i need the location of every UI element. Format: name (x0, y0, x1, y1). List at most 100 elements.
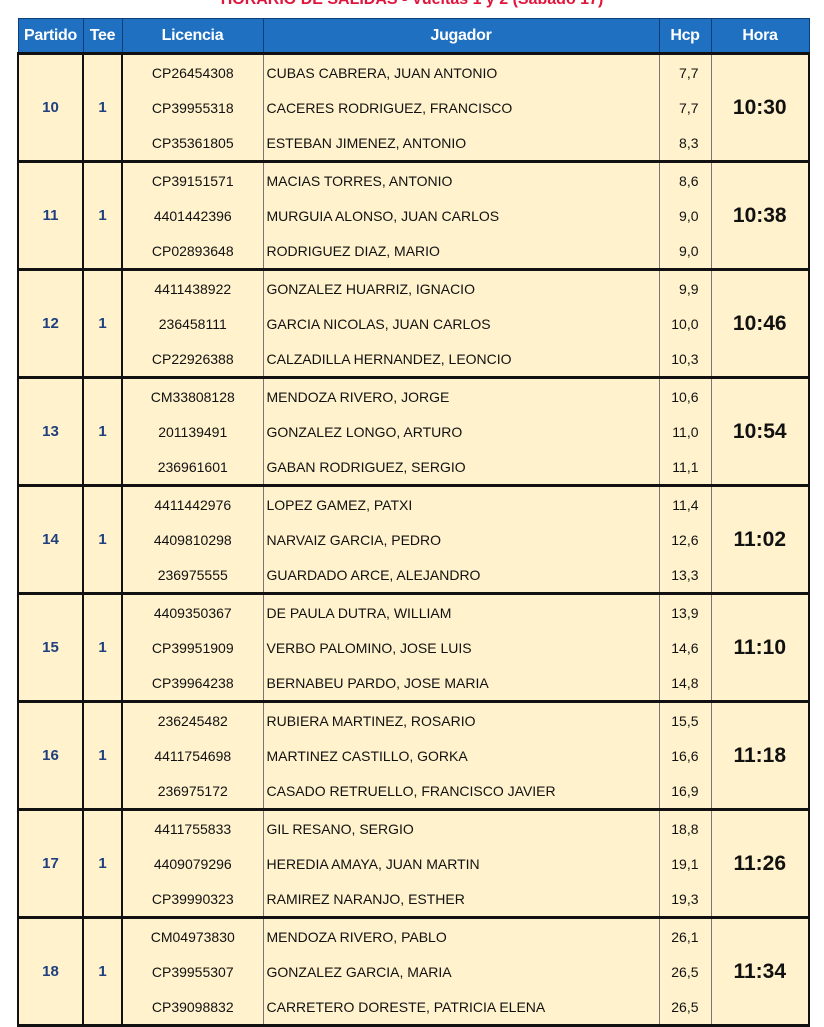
hora-cell: 10:38 (710, 160, 810, 271)
partido-number: 16 (17, 700, 84, 811)
hcp-cell: 11,4 (658, 484, 712, 522)
table-row: 4409079296 HEREDIA AMAYA, JUAN MARTIN 19,1 (18, 846, 809, 881)
hcp-cell: 9,0 (658, 198, 712, 233)
licencia-cell: 4401442396 (121, 198, 264, 233)
partido-number: 17 (17, 808, 84, 919)
hcp-cell: 26,5 (658, 954, 712, 989)
hcp-cell: 16,9 (658, 773, 712, 811)
licencia-cell: 4411438922 (121, 268, 264, 306)
table-row: CP02893648 RODRIGUEZ DIAZ, MARIO 9,0 (18, 233, 809, 271)
licencia-cell: CP02893648 (121, 233, 264, 271)
table-row: CP39098832 CARRETERO DORESTE, PATRICIA EL… (18, 989, 809, 1027)
jugador-cell: MURGUIA ALONSO, JUAN CARLOS (262, 198, 660, 233)
licencia-cell: 236975172 (121, 773, 264, 811)
licencia-cell: CP26454308 (121, 52, 264, 90)
header-partido: Partido (17, 18, 84, 55)
table-row: 236975555 GUARDADO ARCE, ALEJANDRO 13,3 (18, 557, 809, 595)
table-row: 11 1 CP39151571 MACIAS TORRES, ANTONIO 8,6 10… (17, 160, 810, 271)
header-jugador: Jugador (262, 18, 660, 55)
tee-times-table: Partido Tee Licencia Jugador Hcp Hora 10… (17, 18, 810, 1027)
table-row: 236975172 CASADO RETRUELLO, FRANCISCO JAV… (18, 773, 809, 811)
licencia-cell: 4411754698 (121, 738, 264, 773)
hcp-cell: 15,5 (658, 700, 712, 738)
partido-number: 11 (17, 160, 84, 271)
hora-cell: 11:18 (710, 700, 810, 811)
hora-cell: 11:02 (710, 484, 810, 595)
hcp-cell: 10,3 (658, 341, 712, 379)
hcp-cell: 9,9 (658, 268, 712, 306)
table-row: CP39955318 CACERES RODRIGUEZ, FRANCISCO 7,… (18, 90, 809, 125)
table-row: 201139491 GONZALEZ LONGO, ARTURO 11,0 (18, 414, 809, 449)
licencia-cell: CP39151571 (121, 160, 264, 198)
table-row: 14 1 4411442976 LOPEZ GAMEZ, PATXI 11,4 11:02 (17, 484, 810, 595)
jugador-cell: GONZALEZ LONGO, ARTURO (262, 414, 660, 449)
licencia-cell: 236961601 (121, 449, 264, 487)
jugador-cell: GUARDADO ARCE, ALEJANDRO (262, 557, 660, 595)
hora-cell: 10:30 (710, 52, 810, 163)
table-row: 236458111 GARCIA NICOLAS, JUAN CARLOS 10,0 (18, 306, 809, 341)
tee-number: 1 (82, 484, 123, 595)
hora-cell: 11:26 (710, 808, 810, 919)
licencia-cell: 4409079296 (121, 846, 264, 881)
licencia-cell: CP39955307 (121, 954, 264, 989)
tee-number: 1 (82, 592, 123, 703)
hcp-cell: 18,8 (658, 808, 712, 846)
hcp-cell: 12,6 (658, 522, 712, 557)
hcp-cell: 11,0 (658, 414, 712, 449)
table-row: 13 1 CM33808128 MENDOZA RIVERO, JORGE 10,6 10… (17, 376, 810, 487)
hcp-cell: 7,7 (658, 90, 712, 125)
table-row: CP39964238 BERNABEU PARDO, JOSE MARIA 14,8 (18, 665, 809, 703)
jugador-cell: CACERES RODRIGUEZ, FRANCISCO (262, 90, 660, 125)
table-row: CP39955307 GONZALEZ GARCIA, MARIA 26,5 (18, 954, 809, 989)
header-row: Partido Tee Licencia Jugador Hcp Hora (17, 18, 810, 55)
hora-cell: 10:54 (710, 376, 810, 487)
header-hora: Hora (710, 18, 810, 55)
licencia-cell: 236458111 (121, 306, 264, 341)
table-row: 4401442396 MURGUIA ALONSO, JUAN CARLOS 9,0 (18, 198, 809, 233)
jugador-cell: MACIAS TORRES, ANTONIO (262, 160, 660, 198)
jugador-cell: GONZALEZ HUARRIZ, IGNACIO (262, 268, 660, 306)
table-row: 236961601 GABAN RODRIGUEZ, SERGIO 11,1 (18, 449, 809, 487)
jugador-cell: MENDOZA RIVERO, PABLO (262, 916, 660, 954)
licencia-cell: 4409810298 (121, 522, 264, 557)
partido-number: 15 (17, 592, 84, 703)
jugador-cell: CARRETERO DORESTE, PATRICIA ELENA (262, 989, 660, 1027)
table-row: 10 1 CP26454308 CUBAS CABRERA, JUAN ANTONIO… (17, 52, 810, 163)
partido-number: 14 (17, 484, 84, 595)
tee-number: 1 (82, 916, 123, 1027)
licencia-cell: 201139491 (121, 414, 264, 449)
partido-number: 10 (17, 52, 84, 163)
jugador-cell: ESTEBAN JIMENEZ, ANTONIO (262, 125, 660, 163)
jugador-cell: NARVAIZ GARCIA, PEDRO (262, 522, 660, 557)
jugador-cell: DE PAULA DUTRA, WILLIAM (262, 592, 660, 630)
page-title: HORARIO DE SALIDAS - Vueltas 1 y 2 (Sába… (0, 0, 824, 9)
licencia-cell: CP22926388 (121, 341, 264, 379)
licencia-cell: CP35361805 (121, 125, 264, 163)
hora-cell: 10:46 (710, 268, 810, 379)
jugador-cell: MARTINEZ CASTILLO, GORKA (262, 738, 660, 773)
hcp-cell: 9,0 (658, 233, 712, 271)
hcp-cell: 11,1 (658, 449, 712, 487)
hcp-cell: 26,1 (658, 916, 712, 954)
jugador-cell: GIL RESANO, SERGIO (262, 808, 660, 846)
jugador-cell: RAMIREZ NARANJO, ESTHER (262, 881, 660, 919)
tee-number: 1 (82, 52, 123, 163)
partido-number: 18 (17, 916, 84, 1027)
header-licencia: Licencia (121, 18, 264, 55)
jugador-cell: HEREDIA AMAYA, JUAN MARTIN (262, 846, 660, 881)
licencia-cell: CP39951909 (121, 630, 264, 665)
hcp-cell: 10,0 (658, 306, 712, 341)
licencia-cell: 4411755833 (121, 808, 264, 846)
hora-cell: 11:34 (710, 916, 810, 1027)
partido-number: 13 (17, 376, 84, 487)
header-hcp: Hcp (658, 18, 712, 55)
hcp-cell: 19,3 (658, 881, 712, 919)
licencia-cell: CP39955318 (121, 90, 264, 125)
licencia-cell: 236975555 (121, 557, 264, 595)
licencia-cell: 236245482 (121, 700, 264, 738)
hora-cell: 11:10 (710, 592, 810, 703)
table-row: CP39951909 VERBO PALOMINO, JOSE LUIS 14,6 (18, 630, 809, 665)
hcp-cell: 14,8 (658, 665, 712, 703)
hcp-cell: 26,5 (658, 989, 712, 1027)
hcp-cell: 13,9 (658, 592, 712, 630)
